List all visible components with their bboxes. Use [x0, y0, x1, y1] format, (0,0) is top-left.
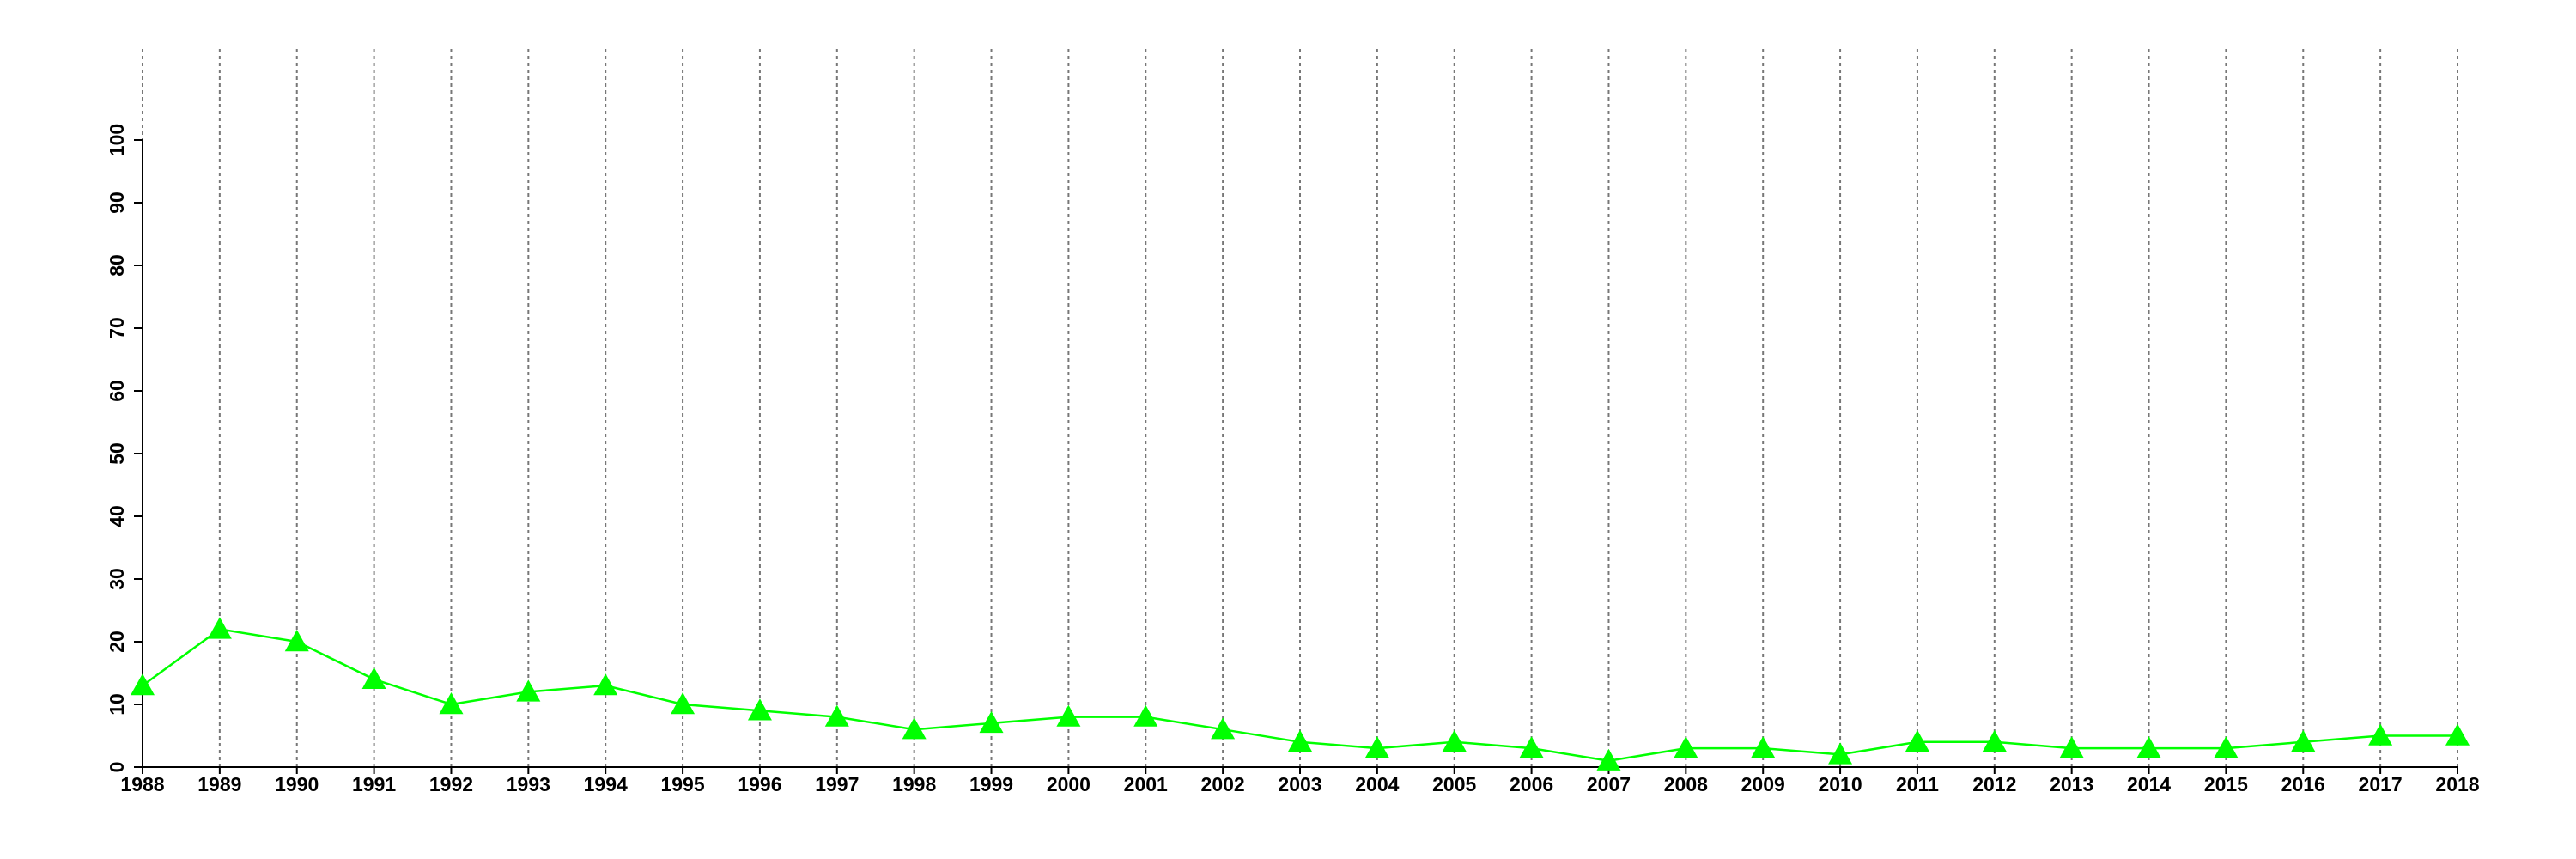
x-tick-label: 2002 [1201, 773, 1245, 795]
y-tick-label: 100 [106, 124, 128, 156]
marker [1982, 729, 2007, 752]
x-tick-label: 2017 [2359, 773, 2403, 795]
y-tick-label: 30 [106, 568, 128, 590]
x-tick-label: 2012 [1972, 773, 2016, 795]
marker [671, 692, 696, 715]
marker [2136, 736, 2161, 758]
marker [2291, 729, 2316, 752]
marker [2059, 736, 2084, 758]
marker [747, 698, 772, 721]
marker [1596, 748, 1621, 771]
x-tick-label: 1992 [429, 773, 473, 795]
marker [1364, 736, 1389, 758]
x-tick-label: 2014 [2127, 773, 2171, 795]
marker [1751, 736, 1776, 758]
y-tick-label: 60 [106, 380, 128, 402]
marker [2368, 723, 2393, 746]
x-tick-label: 2015 [2204, 773, 2248, 795]
x-tick-label: 2003 [1278, 773, 1321, 795]
marker [2214, 736, 2239, 758]
y-tick-label: 20 [106, 631, 128, 653]
x-tick-label: 1991 [352, 773, 396, 795]
marker [902, 717, 927, 740]
x-tick-label: 2010 [1818, 773, 1862, 795]
marker [1674, 736, 1698, 758]
y-tick-label: 50 [106, 442, 128, 465]
x-tick-label: 2000 [1047, 773, 1091, 795]
x-tick-label: 1993 [507, 773, 550, 795]
x-tick-label: 1996 [738, 773, 781, 795]
y-tick-label: 0 [106, 762, 128, 773]
marker [439, 692, 464, 715]
x-tick-label: 2007 [1587, 773, 1631, 795]
x-tick-label: 2011 [1896, 773, 1939, 795]
y-tick-label: 80 [106, 254, 128, 277]
y-tick-label: 90 [106, 192, 128, 214]
marker [516, 679, 541, 702]
marker [1288, 729, 1312, 752]
marker [593, 673, 618, 696]
marker [1133, 704, 1158, 727]
marker [824, 704, 849, 727]
x-tick-label: 1990 [275, 773, 319, 795]
marker [1905, 729, 1929, 752]
marker [979, 710, 1004, 734]
x-tick-label: 2004 [1355, 773, 1399, 795]
x-tick-label: 2006 [1510, 773, 1553, 795]
marker [1442, 729, 1467, 752]
x-tick-label: 1994 [584, 773, 628, 795]
x-tick-label: 1998 [892, 773, 936, 795]
x-tick-label: 1999 [969, 773, 1013, 795]
x-tick-label: 2013 [2050, 773, 2093, 795]
marker [284, 630, 309, 652]
marker [1828, 742, 1853, 765]
x-tick-label: 2008 [1664, 773, 1708, 795]
x-tick-label: 2009 [1741, 773, 1785, 795]
marker [131, 673, 155, 696]
x-tick-label: 1997 [815, 773, 859, 795]
x-tick-label: 2001 [1124, 773, 1168, 795]
x-tick-label: 1995 [660, 773, 704, 795]
x-tick-label: 2018 [2435, 773, 2479, 795]
x-tick-label: 1988 [120, 773, 164, 795]
marker [1519, 736, 1544, 758]
marker [1056, 704, 1081, 727]
marker [1211, 717, 1236, 740]
x-tick-label: 2016 [2281, 773, 2325, 795]
x-tick-label: 1989 [197, 773, 241, 795]
y-tick-label: 40 [106, 505, 128, 527]
y-tick-label: 70 [106, 317, 128, 339]
y-tick-label: 10 [106, 693, 128, 716]
x-tick-label: 2005 [1432, 773, 1476, 795]
marker [361, 667, 386, 689]
marker [2445, 723, 2470, 746]
marker [207, 617, 232, 639]
